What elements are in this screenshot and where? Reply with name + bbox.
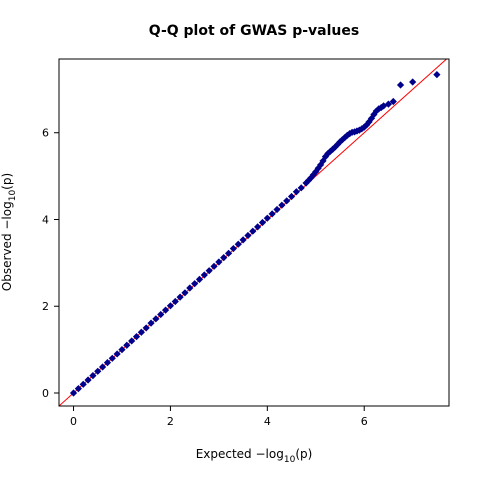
- data-point: [297, 184, 305, 192]
- data-point: [321, 152, 330, 161]
- data-point: [372, 107, 380, 115]
- data-point: [433, 71, 441, 79]
- data-point: [152, 315, 160, 323]
- data-point: [99, 363, 107, 371]
- data-point: [319, 157, 327, 165]
- data-point: [108, 354, 116, 362]
- data-point: [234, 240, 242, 248]
- data-point: [324, 149, 332, 158]
- data-point: [244, 231, 252, 240]
- x-tick-label: 6: [361, 415, 368, 428]
- data-point: [326, 147, 334, 155]
- data-point: [229, 244, 238, 253]
- data-point: [239, 236, 247, 244]
- x-axis-label-prefix: Expected: [196, 447, 256, 461]
- data-point: [128, 337, 136, 345]
- data-point: [94, 367, 102, 375]
- data-point: [84, 376, 92, 384]
- data-point: [89, 372, 97, 380]
- data-point: [224, 249, 233, 257]
- data-point: [142, 324, 150, 332]
- y-axis-label-arg: (p): [0, 173, 14, 190]
- y-tick-label: 2: [42, 300, 49, 313]
- data-point: [258, 218, 267, 227]
- x-tick-label: 0: [70, 415, 77, 428]
- data-point: [176, 293, 184, 301]
- data-point: [338, 136, 347, 144]
- data-point: [278, 201, 286, 209]
- y-tick-label: 6: [42, 127, 49, 140]
- data-point: [360, 123, 368, 131]
- data-point: [220, 254, 228, 262]
- data-point: [254, 223, 262, 231]
- data-point: [215, 258, 223, 266]
- data-point: [363, 121, 371, 129]
- data-point: [181, 289, 189, 297]
- data-point: [389, 97, 397, 106]
- data-point: [329, 145, 337, 153]
- data-point: [312, 168, 320, 176]
- x-tick-label: 2: [167, 415, 174, 428]
- points-layer: [69, 71, 441, 397]
- data-point: [210, 262, 218, 270]
- data-point: [367, 114, 376, 123]
- data-point: [379, 102, 388, 110]
- data-point: [336, 138, 344, 146]
- data-point: [384, 100, 393, 108]
- data-point: [205, 267, 213, 275]
- x-axis-label-arg: (p): [295, 447, 312, 461]
- data-point: [268, 210, 276, 218]
- chart-title: Q-Q plot of GWAS p-values: [149, 23, 359, 39]
- data-point: [396, 81, 405, 89]
- data-point: [409, 78, 417, 86]
- y-axis-label-prefix: Observed: [0, 230, 14, 292]
- data-point: [113, 350, 121, 358]
- x-axis-label: Expected −log10(p): [196, 447, 313, 465]
- data-point: [79, 380, 87, 388]
- data-point: [249, 227, 257, 235]
- data-point: [377, 103, 385, 112]
- data-point: [283, 197, 291, 205]
- data-point: [195, 275, 204, 283]
- y-axis-ticks: 0 2 4 6: [42, 127, 59, 400]
- data-point: [137, 328, 145, 336]
- data-point: [191, 280, 199, 288]
- y-tick-label: 4: [42, 213, 49, 226]
- x-axis-label-term: −log: [256, 447, 284, 461]
- data-point: [314, 164, 322, 172]
- data-point: [375, 105, 383, 113]
- data-point: [118, 346, 126, 354]
- y-axis-label-subscript: 10: [8, 190, 18, 202]
- y-axis-label-term: −log: [0, 201, 14, 229]
- y-tick-label: 0: [42, 387, 49, 400]
- data-point: [69, 389, 78, 397]
- data-point: [287, 192, 296, 201]
- data-point: [74, 385, 82, 393]
- data-point: [200, 271, 208, 279]
- data-point: [292, 188, 300, 196]
- x-tick-label: 4: [264, 415, 271, 428]
- data-point: [123, 341, 131, 349]
- data-point: [147, 319, 155, 327]
- data-point: [370, 110, 378, 119]
- data-point: [132, 333, 141, 341]
- data-point: [103, 359, 112, 367]
- data-point: [161, 306, 170, 314]
- data-point: [365, 118, 373, 126]
- x-axis-label-subscript: 10: [284, 455, 296, 465]
- data-point: [157, 310, 165, 319]
- x-axis-ticks: 0 2 4 6: [70, 406, 368, 428]
- data-point: [263, 214, 271, 222]
- y-axis-label: Observed −log10(p): [0, 173, 18, 291]
- data-point: [171, 297, 179, 306]
- data-point: [186, 284, 194, 292]
- plot-frame: [58, 58, 450, 407]
- data-point: [166, 302, 175, 310]
- data-point: [317, 161, 325, 169]
- data-point: [273, 205, 281, 214]
